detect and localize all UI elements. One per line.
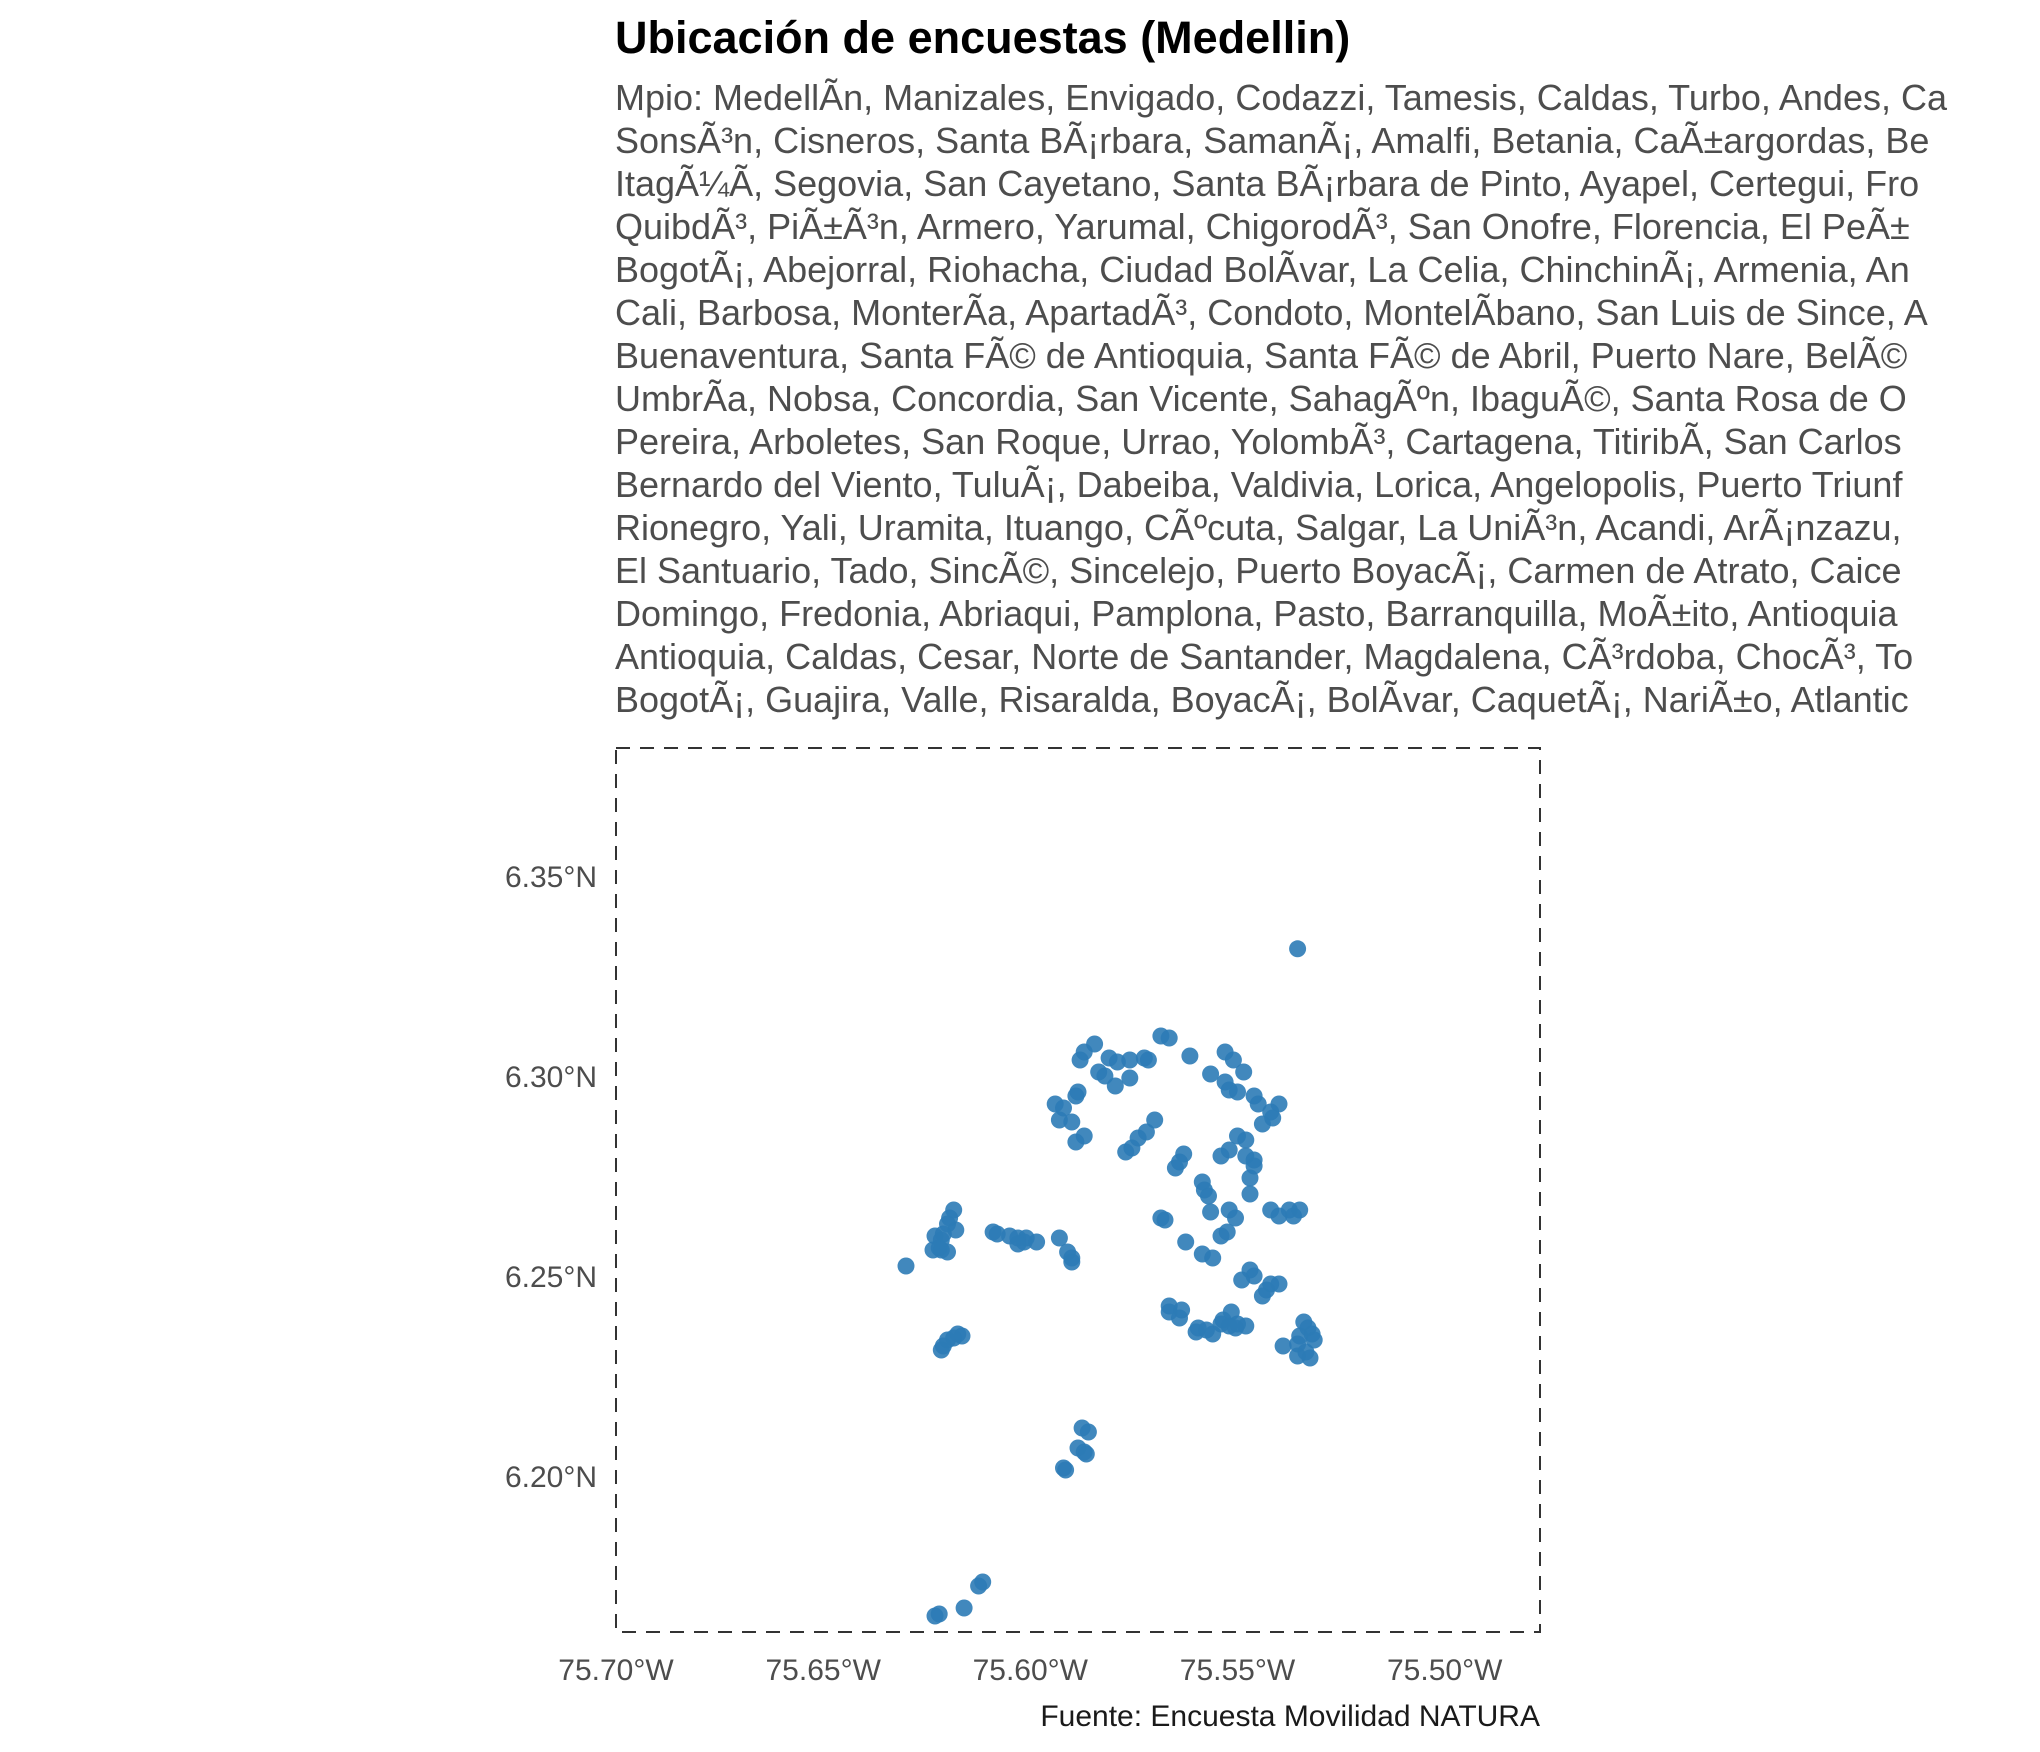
- x-tick-label: 75.70°W: [558, 1654, 674, 1687]
- data-point: [1253, 1115, 1271, 1133]
- chart-subtitle: Mpio: MedellÃn, Manizales, Envigado, Cod…: [615, 76, 2040, 721]
- subtitle-line: QuibdÃ³, PiÃ±Ã³n, Armero, Yarumal, Chigo…: [615, 206, 1910, 247]
- data-point: [1106, 1077, 1124, 1095]
- subtitle-line: Antioquia, Caldas, Cesar, Norte de Santa…: [615, 636, 1914, 677]
- data-point: [1224, 1051, 1242, 1069]
- y-tick-label: 6.35°N: [505, 861, 597, 894]
- data-point: [1067, 1133, 1085, 1151]
- points-layer: [897, 940, 1323, 1625]
- data-point: [939, 1243, 956, 1261]
- data-point: [1237, 1131, 1255, 1149]
- data-point: [1289, 940, 1307, 958]
- x-tick-label: 75.60°W: [973, 1654, 1089, 1687]
- data-point: [1249, 1095, 1267, 1113]
- data-point: [1227, 1209, 1244, 1227]
- data-point: [1229, 1083, 1246, 1101]
- data-point: [1181, 1047, 1199, 1065]
- chart-title: Ubicación de encuestas (Medellin): [615, 12, 1351, 63]
- data-point: [1146, 1111, 1164, 1129]
- data-point: [1233, 1271, 1251, 1289]
- data-point: [1071, 1051, 1089, 1069]
- data-point: [1187, 1323, 1205, 1341]
- data-point: [1177, 1233, 1195, 1251]
- panel-frame: [615, 747, 1541, 1633]
- x-axis: 75.70°W 75.65°W 75.60°W 75.55°W 75.50°W: [558, 1654, 1503, 1687]
- subtitle-line: El Santuario, Tado, SincÃ©, Sincelejo, P…: [615, 550, 1902, 591]
- data-point: [1160, 1029, 1178, 1047]
- data-point: [1063, 1253, 1081, 1271]
- data-point: [926, 1607, 944, 1625]
- subtitle-line: BogotÃ¡, Guajira, Valle, Risaralda, Boya…: [615, 679, 1909, 720]
- data-point: [1156, 1211, 1174, 1229]
- x-tick-label: 75.55°W: [1180, 1654, 1296, 1687]
- data-point: [1291, 1201, 1309, 1219]
- subtitle-line: Bernardo del Viento, TuluÃ¡, Dabeiba, Va…: [615, 464, 1903, 505]
- data-point: [1009, 1235, 1027, 1253]
- subtitle-line: ItagÃ¼Ã, Segovia, San Cayetano, Santa BÃ…: [615, 163, 1920, 204]
- data-point: [1121, 1069, 1139, 1087]
- data-point: [1200, 1187, 1217, 1205]
- y-axis: 6.20°N 6.25°N 6.30°N 6.35°N: [505, 861, 597, 1494]
- data-point: [1067, 1087, 1085, 1105]
- data-point: [1028, 1233, 1046, 1251]
- subtitle-line: SonsÃ³n, Cisneros, Santa BÃ¡rbara, Saman…: [615, 120, 1930, 161]
- x-tick-label: 75.65°W: [766, 1654, 882, 1687]
- subtitle-line: Mpio: MedellÃn, Manizales, Envigado, Cod…: [615, 77, 1947, 118]
- data-point: [1063, 1113, 1081, 1131]
- data-point: [1202, 1065, 1220, 1083]
- subtitle-line: Cali, Barbosa, MonterÃa, ApartadÃ³, Cond…: [615, 292, 1928, 333]
- data-point: [1253, 1287, 1271, 1305]
- x-tick-label: 75.50°W: [1387, 1654, 1503, 1687]
- y-tick-label: 6.30°N: [505, 1061, 597, 1094]
- data-point: [1235, 1063, 1253, 1081]
- subtitle-line: UmbrÃa, Nobsa, Concordia, San Vicente, S…: [615, 378, 1907, 419]
- data-point: [1212, 1147, 1230, 1165]
- data-point: [1050, 1229, 1068, 1247]
- chart-caption: Fuente: Encuesta Movilidad NATURA: [1040, 1700, 1540, 1733]
- data-point: [1305, 1331, 1323, 1349]
- data-point: [1227, 1319, 1244, 1337]
- data-point: [1077, 1445, 1095, 1463]
- data-point: [1274, 1337, 1292, 1355]
- data-point: [1204, 1249, 1222, 1267]
- data-point: [1202, 1203, 1220, 1221]
- subtitle-line: Rionegro, Yali, Uramita, Ituango, CÃºcut…: [615, 507, 1902, 548]
- data-point: [970, 1577, 988, 1595]
- data-point: [1166, 1159, 1184, 1177]
- data-point: [1212, 1227, 1230, 1245]
- subtitle-line: Domingo, Fredonia, Abriaqui, Pamplona, P…: [615, 593, 1898, 634]
- subtitle-line: BogotÃ¡, Abejorral, Riohacha, Ciudad Bol…: [615, 249, 1910, 290]
- data-point: [1079, 1423, 1097, 1441]
- subtitle-line: Pereira, Arboletes, San Roque, Urrao, Yo…: [615, 421, 1902, 462]
- data-point: [1121, 1051, 1139, 1069]
- data-point: [1171, 1309, 1188, 1327]
- y-tick-label: 6.20°N: [505, 1461, 597, 1494]
- data-point: [955, 1599, 973, 1617]
- subtitle-line: Buenaventura, Santa FÃ© de Antioquia, Sa…: [615, 335, 1908, 376]
- data-point: [1117, 1143, 1135, 1161]
- data-point: [1301, 1349, 1319, 1367]
- data-point: [897, 1257, 915, 1275]
- y-tick-label: 6.25°N: [505, 1261, 597, 1294]
- data-point: [932, 1341, 950, 1359]
- data-point: [1057, 1461, 1075, 1479]
- data-point: [1139, 1051, 1157, 1069]
- data-point: [1241, 1169, 1259, 1187]
- data-point: [1241, 1185, 1259, 1203]
